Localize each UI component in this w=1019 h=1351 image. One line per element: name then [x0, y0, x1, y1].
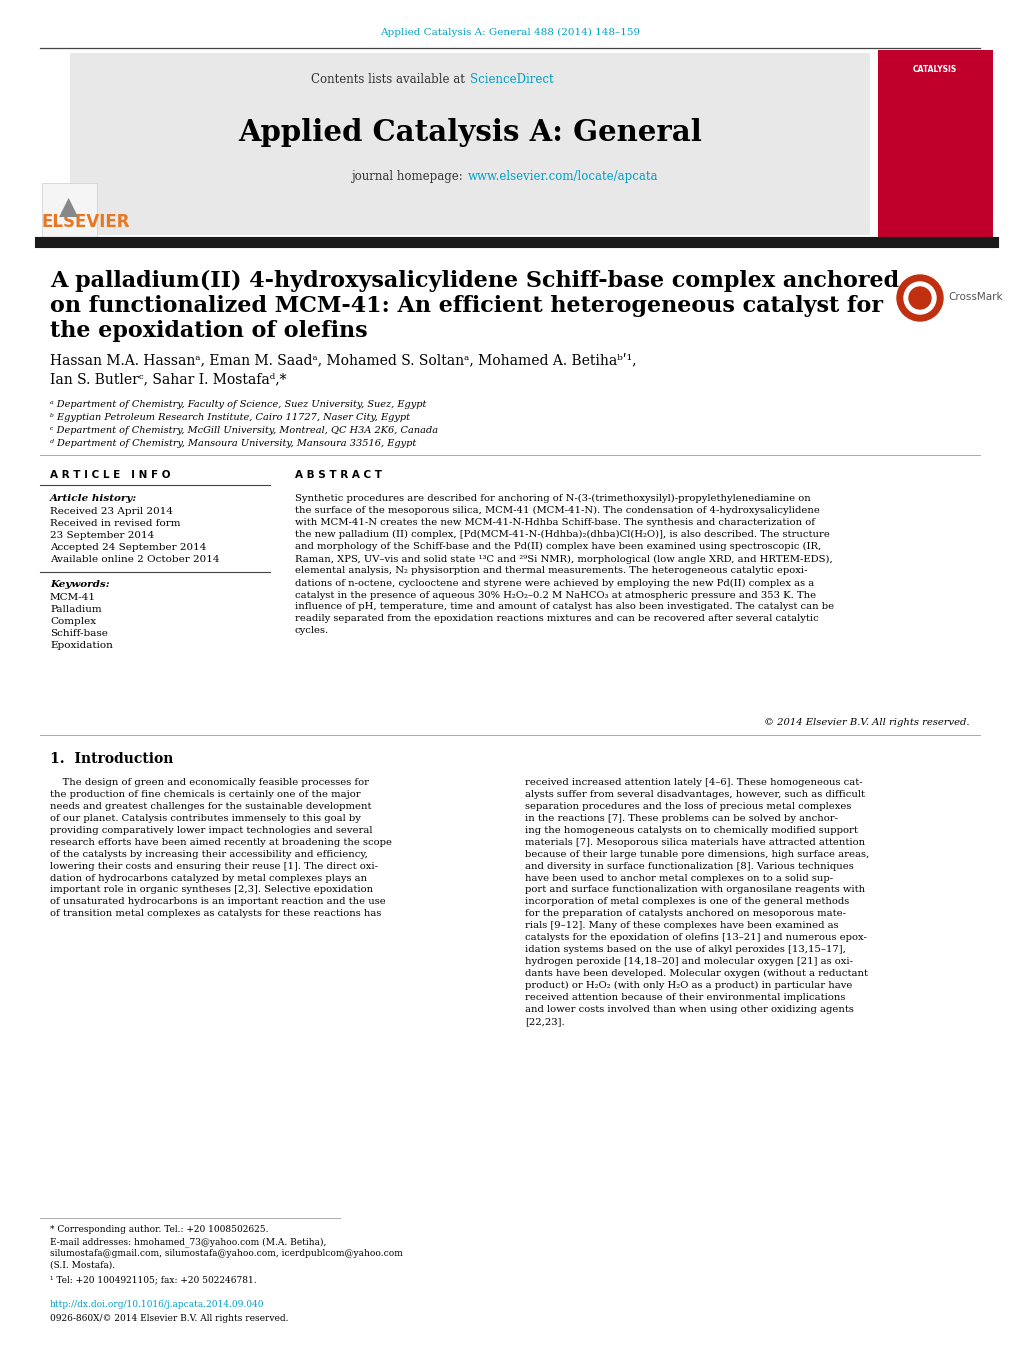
Text: Keywords:: Keywords:: [50, 580, 109, 589]
Text: Received 23 April 2014: Received 23 April 2014: [50, 507, 173, 516]
Text: Contents lists available at: Contents lists available at: [311, 73, 469, 86]
Text: MCM-41: MCM-41: [50, 593, 96, 603]
Text: ▲: ▲: [59, 195, 78, 219]
Text: E-mail addresses: hmohamed_73@yahoo.com (M.A. Betiha),: E-mail addresses: hmohamed_73@yahoo.com …: [50, 1238, 326, 1247]
Circle shape: [903, 282, 935, 313]
Text: Received in revised form: Received in revised form: [50, 519, 180, 528]
Text: ᵃ Department of Chemistry, Faculty of Science, Suez University, Suez, Egypt: ᵃ Department of Chemistry, Faculty of Sc…: [50, 400, 426, 409]
Text: received increased attention lately [4–6]. These homogeneous cat-
alysts suffer : received increased attention lately [4–6…: [525, 778, 868, 1027]
Text: 0926-860X/© 2014 Elsevier B.V. All rights reserved.: 0926-860X/© 2014 Elsevier B.V. All right…: [50, 1315, 288, 1323]
Text: CATALYSIS: CATALYSIS: [912, 65, 956, 74]
Text: Applied Catalysis A: General 488 (2014) 148–159: Applied Catalysis A: General 488 (2014) …: [379, 28, 640, 36]
Text: journal homepage:: journal homepage:: [352, 170, 467, 182]
Text: A R T I C L E   I N F O: A R T I C L E I N F O: [50, 470, 170, 480]
Text: Available online 2 October 2014: Available online 2 October 2014: [50, 555, 219, 563]
Text: ᵈ Department of Chemistry, Mansoura University, Mansoura 33516, Egypt: ᵈ Department of Chemistry, Mansoura Univ…: [50, 439, 416, 449]
Text: ScienceDirect: ScienceDirect: [470, 73, 553, 86]
Text: on functionalized MCM-41: An efficient heterogeneous catalyst for: on functionalized MCM-41: An efficient h…: [50, 295, 882, 317]
Text: Epoxidation: Epoxidation: [50, 640, 113, 650]
Text: ELSEVIER: ELSEVIER: [42, 213, 130, 231]
Text: ᵇ Egyptian Petroleum Research Institute, Cairo 11727, Naser City, Egypt: ᵇ Egyptian Petroleum Research Institute,…: [50, 413, 410, 422]
Text: ¹ Tel: +20 1004921105; fax: +20 502246781.: ¹ Tel: +20 1004921105; fax: +20 50224678…: [50, 1275, 257, 1283]
Text: 1.  Introduction: 1. Introduction: [50, 753, 173, 766]
Text: http://dx.doi.org/10.1016/j.apcata.2014.09.040: http://dx.doi.org/10.1016/j.apcata.2014.…: [50, 1300, 264, 1309]
Bar: [877, 50, 993, 238]
Text: Applied Catalysis A: General: Applied Catalysis A: General: [237, 118, 701, 147]
Text: www.elsevier.com/locate/apcata: www.elsevier.com/locate/apcata: [468, 170, 658, 182]
Bar: [42, 182, 97, 238]
Text: A palladium(II) 4-hydroxysalicylidene Schiff-base complex anchored: A palladium(II) 4-hydroxysalicylidene Sc…: [50, 270, 898, 292]
Bar: [70, 53, 869, 235]
Circle shape: [896, 276, 943, 322]
Text: Hassan M.A. Hassanᵃ, Eman M. Saadᵃ, Mohamed S. Soltanᵃ, Mohamed A. Betihaᵇʹ¹,: Hassan M.A. Hassanᵃ, Eman M. Saadᵃ, Moha…: [50, 353, 636, 367]
Circle shape: [908, 286, 930, 309]
Text: Article history:: Article history:: [50, 494, 138, 503]
Text: the epoxidation of olefins: the epoxidation of olefins: [50, 320, 367, 342]
Text: * Corresponding author. Tel.: +20 1008502625.: * Corresponding author. Tel.: +20 100850…: [50, 1225, 268, 1233]
Text: (S.I. Mostafa).: (S.I. Mostafa).: [50, 1260, 115, 1270]
Text: silumostafa@gmail.com, silumostafa@yahoo.com, icerdpublcom@yahoo.com: silumostafa@gmail.com, silumostafa@yahoo…: [50, 1250, 403, 1258]
Text: © 2014 Elsevier B.V. All rights reserved.: © 2014 Elsevier B.V. All rights reserved…: [764, 717, 969, 727]
Text: A B S T R A C T: A B S T R A C T: [294, 470, 382, 480]
Text: Synthetic procedures are described for anchoring of N-(3-(trimethoxysilyl)-propy: Synthetic procedures are described for a…: [294, 494, 834, 635]
Text: Complex: Complex: [50, 617, 96, 626]
Text: Ian S. Butlerᶜ, Sahar I. Mostafaᵈ,*: Ian S. Butlerᶜ, Sahar I. Mostafaᵈ,*: [50, 372, 286, 386]
Text: Palladium: Palladium: [50, 605, 102, 613]
Text: 23 September 2014: 23 September 2014: [50, 531, 154, 540]
Text: ᶜ Department of Chemistry, McGill University, Montreal, QC H3A 2K6, Canada: ᶜ Department of Chemistry, McGill Univer…: [50, 426, 438, 435]
Text: Accepted 24 September 2014: Accepted 24 September 2014: [50, 543, 206, 553]
Text: CrossMark: CrossMark: [947, 292, 1002, 303]
Text: Schiff-base: Schiff-base: [50, 630, 108, 638]
Text: The design of green and economically feasible processes for
the production of fi: The design of green and economically fea…: [50, 778, 391, 919]
